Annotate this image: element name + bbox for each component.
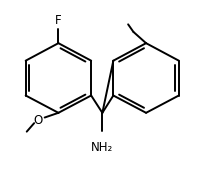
Text: O: O bbox=[34, 114, 43, 127]
Text: F: F bbox=[55, 14, 62, 27]
Text: NH₂: NH₂ bbox=[91, 141, 113, 154]
